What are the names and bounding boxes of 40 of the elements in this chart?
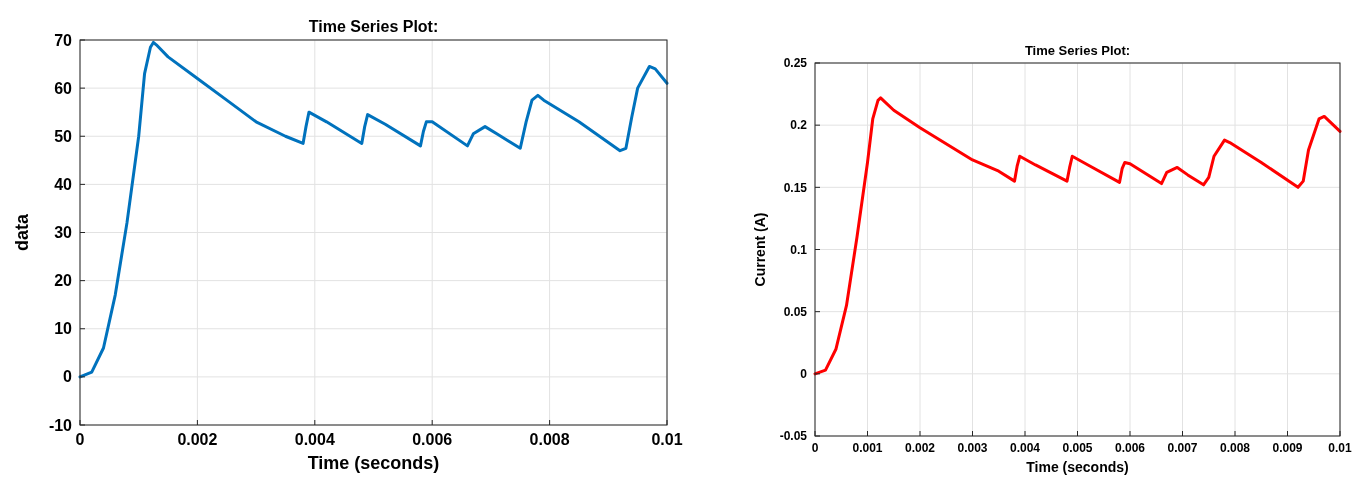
x-tick-label: 0.006 bbox=[412, 431, 453, 448]
chart-title: Time Series Plot: bbox=[1024, 43, 1131, 58]
y-tick-label: 0 bbox=[800, 367, 808, 382]
x-tick-label: 0.005 bbox=[1062, 441, 1093, 455]
y-tick-label: 0.05 bbox=[783, 304, 808, 319]
y-tick-label: 30 bbox=[54, 224, 73, 242]
x-tick-label: 0.004 bbox=[294, 431, 335, 448]
y-tick-label: 0.15 bbox=[783, 180, 808, 195]
x-tick-label: 0.001 bbox=[852, 441, 883, 455]
x-tick-label: 0.002 bbox=[177, 431, 218, 448]
y-tick-label: 0.25 bbox=[783, 56, 808, 71]
y-tick-label: 60 bbox=[54, 79, 73, 97]
y-tick-label: 10 bbox=[54, 320, 73, 338]
chart-title: Time Series Plot: bbox=[308, 18, 439, 35]
x-tick-label: 0.01 bbox=[651, 431, 683, 448]
x-tick-label: 0.008 bbox=[1219, 441, 1251, 455]
x-tick-label: 0.004 bbox=[1009, 441, 1041, 455]
y-tick-label: 0.1 bbox=[790, 242, 808, 257]
y-tick-label: 0 bbox=[63, 368, 73, 386]
x-tick-label: 0.006 bbox=[1114, 441, 1146, 455]
line-series bbox=[813, 96, 1342, 376]
y-tick-label: 0.2 bbox=[790, 118, 808, 133]
x-tick-label: 0 bbox=[811, 441, 819, 455]
y-tick-label: 50 bbox=[54, 127, 73, 145]
x-tick-label: 0.01 bbox=[1328, 441, 1352, 455]
y-axis-title: data bbox=[12, 213, 32, 252]
x-tick-label: 0.003 bbox=[957, 441, 988, 455]
y-tick-label: -10 bbox=[48, 416, 73, 434]
x-tick-label: 0.009 bbox=[1272, 441, 1303, 455]
x-axis-title: Time (seconds) bbox=[1026, 459, 1129, 475]
x-tick-label: 0 bbox=[75, 431, 85, 448]
x-tick-label: 0.002 bbox=[904, 441, 936, 455]
x-tick-label: 0.008 bbox=[529, 431, 570, 448]
y-tick-label: 20 bbox=[54, 272, 73, 290]
y-tick-label: 70 bbox=[54, 31, 73, 49]
x-tick-label: 0.007 bbox=[1167, 441, 1198, 455]
y-tick-label: -0.05 bbox=[779, 429, 808, 444]
y-tick-label: 40 bbox=[54, 175, 73, 193]
y-axis-title: Current (A) bbox=[752, 212, 768, 287]
x-axis-title: Time (seconds) bbox=[307, 453, 440, 473]
